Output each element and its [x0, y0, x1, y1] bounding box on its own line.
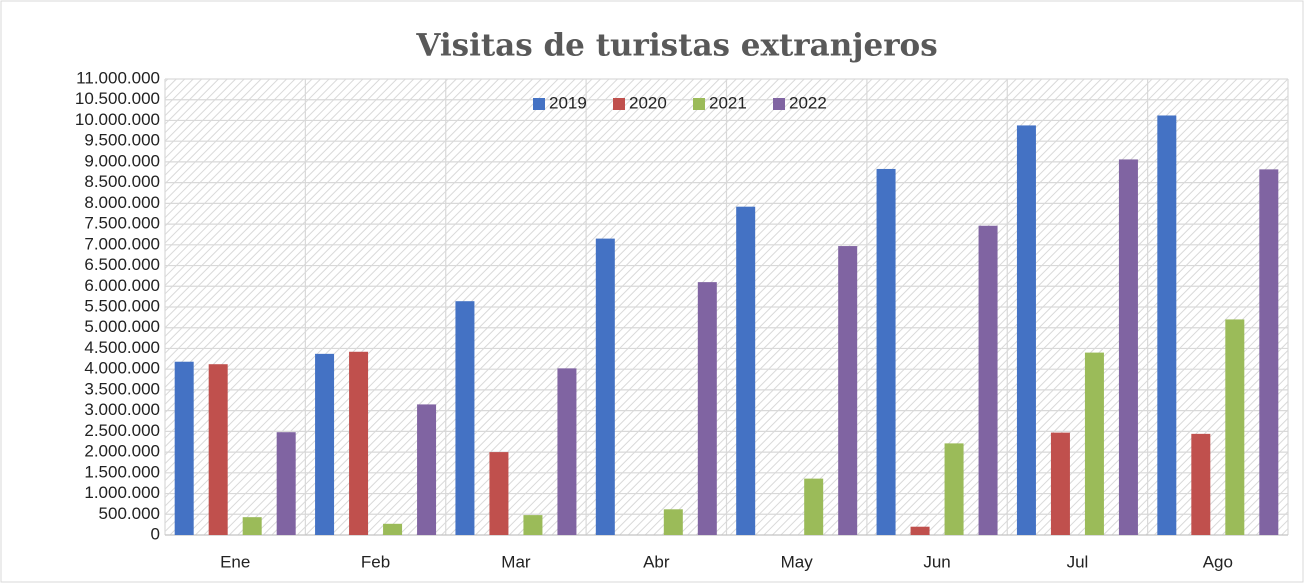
y-tick-label: 5.500.000	[84, 296, 160, 315]
y-tick-label: 0	[151, 524, 160, 543]
y-tick-label: 9.500.000	[84, 131, 160, 150]
bar	[736, 206, 756, 535]
bar	[804, 478, 824, 535]
bar	[944, 443, 964, 535]
bar	[489, 452, 509, 535]
bar	[1191, 433, 1211, 535]
y-tick-label: 1.500.000	[84, 462, 160, 481]
bar	[1050, 432, 1070, 535]
bar	[276, 432, 296, 535]
bar	[978, 225, 998, 535]
bar	[1084, 352, 1104, 535]
y-tick-label: 1.000.000	[84, 483, 160, 502]
y-tick-label: 5.000.000	[84, 317, 160, 336]
y-tick-label: 9.000.000	[84, 151, 160, 170]
y-tick-label: 4.500.000	[84, 338, 160, 357]
bar	[697, 282, 717, 535]
bar	[1225, 319, 1245, 535]
legend-swatch	[533, 98, 545, 110]
bar	[455, 301, 475, 535]
legend-swatch	[613, 98, 625, 110]
y-tick-label: 8.500.000	[84, 172, 160, 191]
legend-swatch	[773, 98, 785, 110]
bar	[208, 364, 228, 535]
chart-title: Visitas de turistas extranjeros	[415, 28, 937, 64]
bar	[557, 368, 577, 535]
x-tick-label: Ago	[1203, 552, 1233, 571]
bar	[417, 404, 437, 535]
bar	[838, 246, 858, 535]
y-tick-label: 3.500.000	[84, 379, 160, 398]
bar	[1157, 115, 1177, 535]
legend-label: 2021	[709, 93, 747, 112]
bar	[1016, 125, 1036, 536]
y-tick-label: 2.000.000	[84, 442, 160, 461]
x-tick-label: Ene	[220, 552, 250, 571]
x-tick-label: Jul	[1067, 552, 1089, 571]
y-tick-label: 3.000.000	[84, 400, 160, 419]
legend-label: 2020	[629, 93, 667, 112]
y-tick-label: 500.000	[99, 504, 160, 523]
y-tick-label: 10.500.000	[75, 89, 160, 108]
bar	[876, 168, 896, 535]
y-tick-label: 11.000.000	[76, 68, 160, 87]
x-tick-label: Abr	[643, 552, 670, 571]
bar	[242, 517, 262, 535]
y-tick-label: 4.000.000	[84, 359, 160, 378]
y-tick-label: 6.000.000	[84, 276, 160, 295]
bar	[663, 509, 683, 535]
x-tick-label: Feb	[361, 552, 390, 571]
legend-label: 2022	[789, 93, 827, 112]
x-tick-label: Jun	[923, 552, 950, 571]
bar	[1118, 159, 1138, 535]
legend-label: 2019	[549, 93, 587, 112]
bar	[174, 361, 194, 535]
bar	[383, 523, 403, 535]
x-tick-label: May	[781, 552, 814, 571]
y-tick-label: 8.000.000	[84, 193, 160, 212]
bar	[910, 526, 930, 535]
bar	[315, 353, 335, 535]
x-tick-label: Mar	[501, 552, 531, 571]
y-tick-label: 7.500.000	[84, 214, 160, 233]
y-tick-label: 7.000.000	[84, 234, 160, 253]
bar	[595, 238, 615, 535]
y-tick-label: 10.000.000	[75, 110, 160, 129]
bar	[523, 515, 543, 535]
bar	[349, 351, 369, 535]
y-tick-label: 2.500.000	[84, 421, 160, 440]
bar	[1259, 169, 1279, 535]
legend-swatch	[693, 98, 705, 110]
y-tick-label: 6.500.000	[84, 255, 160, 274]
